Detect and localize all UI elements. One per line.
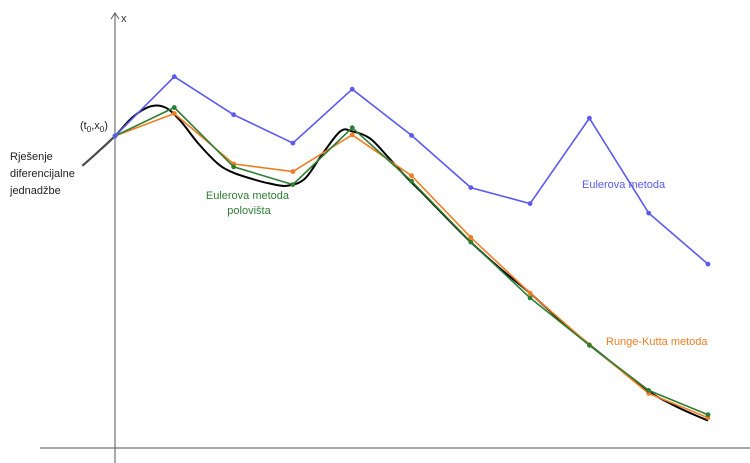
point-eulerova-metoda-polovi-ta-6: [468, 239, 474, 245]
point-eulerova-metoda-7: [527, 201, 533, 207]
midpoint-label-line-2: polovišta: [227, 205, 271, 217]
point-eulerova-metoda-3: [290, 140, 296, 146]
point-runge-kutta-metoda-3: [290, 169, 296, 175]
point-eulerova-metoda-polovi-ta-9: [646, 388, 652, 393]
point-eulerova-metoda-9: [646, 210, 652, 216]
point-eulerova-metoda-4: [349, 86, 355, 92]
series-line-runge-kutta-metoda: [114, 112, 709, 419]
point-eulerova-metoda-polovi-ta-8: [587, 342, 592, 348]
series-line-eulerova-metoda-polovi-ta: [114, 106, 709, 416]
series-layer: [112, 74, 711, 421]
point-eulerova-metoda-2: [231, 112, 237, 118]
axis-arrow-icon: [110, 12, 120, 20]
point-eulerova-metoda-polovi-ta-5: [409, 178, 414, 184]
solution-label: Rješenje diferencijalne jednadžbe: [9, 151, 78, 197]
exact-solution-tail: [81, 135, 116, 167]
initial-point-label: (t0,x0): [80, 120, 108, 134]
runge-kutta-method-label: Runge-Kutta metoda: [606, 336, 708, 348]
point-eulerova-metoda-1: [171, 74, 177, 80]
point-eulerova-metoda-5: [409, 133, 414, 138]
point-runge-kutta-metoda-7: [527, 290, 533, 296]
series-line-eulerova-metoda: [114, 75, 709, 265]
point-eulerova-metoda-10: [705, 261, 711, 267]
midpoint-method-label: Eulerova metoda polovišta: [206, 190, 292, 217]
point-eulerova-metoda-polovi-ta-10: [705, 412, 711, 418]
point-eulerova-metoda-polovi-ta-3: [290, 182, 296, 188]
solution-label-line-3: jednadžbe: [9, 185, 61, 197]
midpoint-label-line-1: Eulerova metoda: [206, 190, 290, 202]
exact-solution-curve: [81, 104, 709, 422]
point-runge-kutta-metoda-1: [171, 111, 177, 116]
point-runge-kutta-metoda-6: [468, 235, 474, 240]
euler-method-label: Eulerova metoda: [582, 179, 666, 191]
point-eulerova-metoda-6: [468, 185, 474, 191]
point-runge-kutta-metoda-5: [409, 173, 414, 179]
point-eulerova-metoda-8: [587, 115, 592, 121]
point-eulerova-metoda-0: [112, 133, 118, 139]
solution-label-line-1: Rješenje: [10, 151, 53, 163]
point-eulerova-metoda-polovi-ta-7: [527, 295, 533, 301]
solution-label-line-2: diferencijalne: [10, 168, 75, 180]
axis-label-x: x: [121, 13, 127, 25]
point-eulerova-metoda-polovi-ta-2: [231, 164, 237, 170]
exact-solution-layer: [81, 104, 709, 422]
point-runge-kutta-metoda-4: [349, 132, 355, 138]
point-eulerova-metoda-polovi-ta-4: [349, 125, 355, 131]
point-eulerova-metoda-polovi-ta-1: [171, 105, 177, 110]
